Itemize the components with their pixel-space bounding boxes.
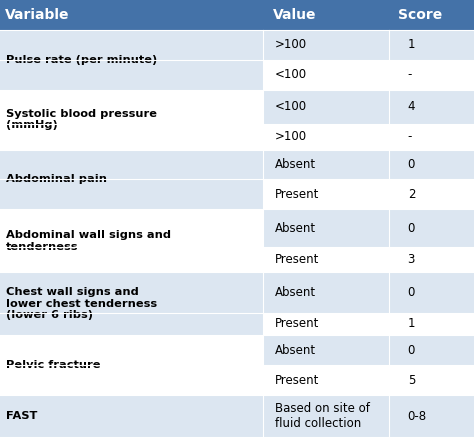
Text: Present: Present [275,317,319,330]
Text: Variable: Variable [5,8,69,22]
Text: Absent: Absent [275,222,316,235]
Bar [0,149,263,209]
Bar [263,272,474,313]
Text: 0: 0 [408,222,415,235]
Bar [263,149,474,180]
Text: Systolic blood pressure
(mmHg): Systolic blood pressure (mmHg) [6,109,157,130]
Bar [0,335,263,395]
Text: Abdominal wall signs and
tenderness: Abdominal wall signs and tenderness [6,230,171,252]
Text: >100: >100 [275,130,307,143]
Text: Based on site of
fluid collection: Based on site of fluid collection [275,402,370,430]
Bar [0,272,263,335]
Text: Absent: Absent [275,158,316,171]
Bar [0,0,474,30]
Bar [0,90,263,149]
Text: 5: 5 [408,374,415,387]
Text: >100: >100 [275,38,307,51]
Text: -: - [408,68,412,81]
Text: <100: <100 [275,68,307,81]
Bar [0,209,263,272]
Bar [0,395,263,437]
Text: Absent: Absent [275,286,316,299]
Text: Abdominal pain: Abdominal pain [6,174,107,184]
Text: 2: 2 [408,188,415,201]
Text: 3: 3 [408,253,415,266]
Text: 0-8: 0-8 [408,409,427,423]
Text: Present: Present [275,253,319,266]
Bar [263,209,474,247]
Text: 0: 0 [408,343,415,357]
Bar [263,60,474,90]
Text: 0: 0 [408,158,415,171]
Text: Pulse rate (per minute): Pulse rate (per minute) [6,55,157,65]
Text: -: - [408,130,412,143]
Text: Present: Present [275,188,319,201]
Bar [263,90,474,124]
Bar [263,124,474,149]
Text: <100: <100 [275,101,307,113]
Text: Pelvic fracture: Pelvic fracture [6,360,100,370]
Text: FAST: FAST [6,411,37,421]
Bar [263,180,474,209]
Text: 4: 4 [408,101,415,113]
Bar [263,365,474,395]
Text: Value: Value [273,8,316,22]
Bar [263,30,474,60]
Bar [263,395,474,437]
Text: 1: 1 [408,38,415,51]
Text: 1: 1 [408,317,415,330]
Text: Present: Present [275,374,319,387]
Text: Absent: Absent [275,343,316,357]
Bar [263,247,474,272]
Bar [0,30,263,90]
Bar [263,313,474,335]
Text: Chest wall signs and
lower chest tenderness
(lower 6 ribs): Chest wall signs and lower chest tendern… [6,287,157,320]
Bar [263,335,474,365]
Text: Score: Score [398,8,442,22]
Text: 0: 0 [408,286,415,299]
